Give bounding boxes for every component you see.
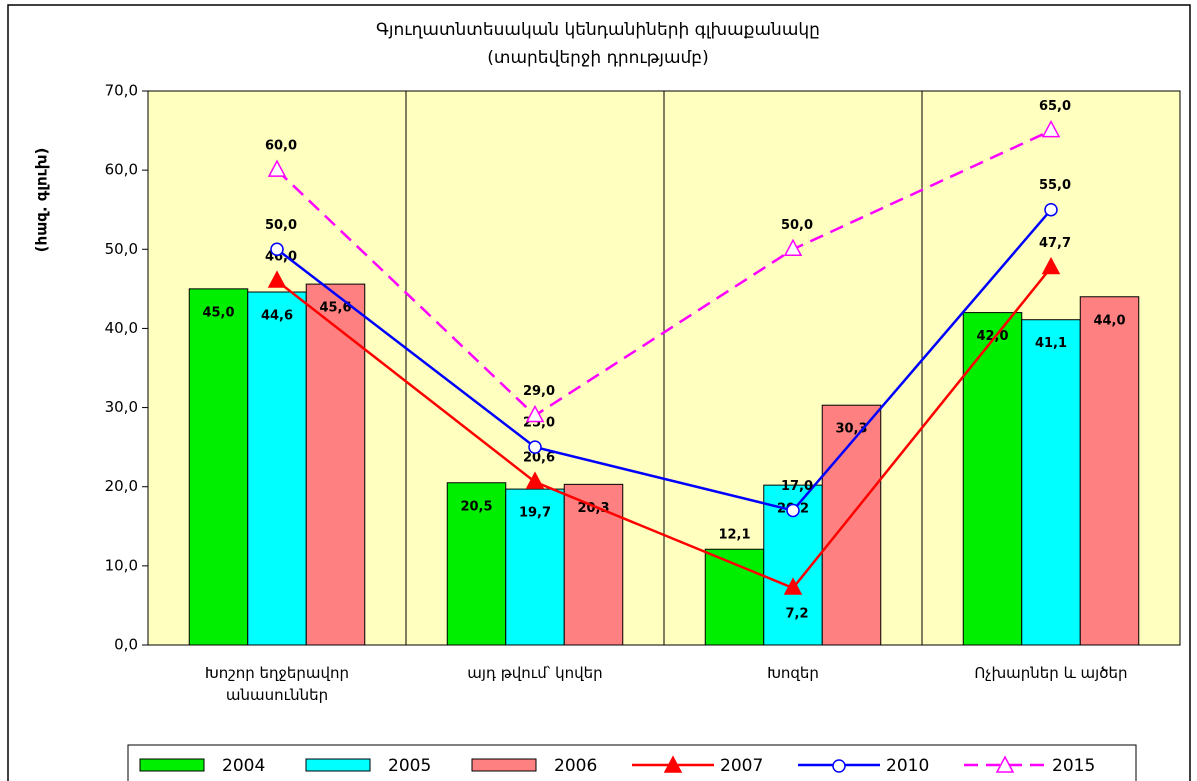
y-tick-label: 40,0 bbox=[105, 319, 138, 337]
line-value-label: 65,0 bbox=[1039, 99, 1071, 114]
legend-label: 2004 bbox=[222, 756, 265, 776]
chart-subtitle: (տարեվերջի դրությամբ) bbox=[487, 48, 708, 68]
legend-marker bbox=[663, 755, 683, 773]
line-value-label: 50,0 bbox=[265, 218, 297, 233]
y-tick-label: 30,0 bbox=[105, 398, 138, 416]
bar bbox=[563, 483, 624, 646]
legend-marker bbox=[995, 755, 1015, 773]
line bbox=[276, 129, 1052, 418]
bar bbox=[446, 482, 507, 646]
line-marker bbox=[528, 440, 542, 454]
bar-value-label: 41,1 bbox=[1035, 336, 1067, 351]
line bbox=[276, 266, 1052, 590]
line-value-label: 47,7 bbox=[1039, 236, 1071, 251]
legend-marker bbox=[832, 759, 846, 773]
y-axis-label: (հազ. գլուխ) bbox=[33, 148, 51, 253]
bar bbox=[505, 488, 565, 646]
x-tick-label: Խոշոր եղջերավոր անասուններ bbox=[204, 664, 350, 704]
legend-swatch bbox=[471, 758, 537, 772]
x-tick-label: այդ թվում՝ կովեր bbox=[467, 664, 603, 682]
chart-title: Գյուղատնտեսական կենդանիների գլխաքանակը bbox=[376, 20, 820, 40]
line-value-label: 50,0 bbox=[781, 218, 813, 233]
legend-label: 2015 bbox=[1052, 756, 1095, 776]
y-tick-label: 10,0 bbox=[105, 556, 138, 574]
legend-label: 2005 bbox=[388, 756, 431, 776]
bar-value-label: 44,6 bbox=[261, 309, 293, 324]
bar bbox=[1021, 319, 1081, 646]
x-tick-label: Ոչխարներ և այծեր bbox=[974, 664, 1128, 682]
bar bbox=[247, 291, 307, 646]
legend-label: 2007 bbox=[720, 756, 763, 776]
y-tick-label: 20,0 bbox=[105, 477, 138, 495]
line-value-label: 29,0 bbox=[523, 384, 555, 399]
bar bbox=[821, 404, 882, 646]
legend bbox=[127, 744, 1137, 781]
bar-value-label: 20,5 bbox=[460, 499, 492, 514]
line-marker bbox=[525, 404, 545, 423]
line-value-label: 17,0 bbox=[781, 479, 813, 494]
bar-value-label: 12,1 bbox=[718, 528, 750, 543]
bar-value-label: 45,0 bbox=[202, 305, 234, 320]
line-marker bbox=[1041, 256, 1061, 275]
line-marker bbox=[783, 577, 803, 595]
legend-label: 2010 bbox=[886, 756, 929, 776]
legend-label: 2006 bbox=[554, 756, 597, 776]
bar bbox=[188, 288, 249, 646]
bar bbox=[962, 312, 1023, 646]
line-value-label: 20,6 bbox=[523, 450, 555, 465]
x-tick-label: Խոզեր bbox=[767, 664, 819, 682]
line-value-label: 7,2 bbox=[785, 607, 808, 622]
line-value-label: 60,0 bbox=[265, 139, 297, 154]
line bbox=[276, 208, 1052, 512]
bar-value-label: 20,3 bbox=[577, 501, 609, 516]
bar-value-label: 19,7 bbox=[519, 506, 551, 521]
line-marker bbox=[1041, 119, 1061, 138]
bar bbox=[305, 283, 366, 646]
legend-swatch bbox=[139, 758, 205, 772]
line-marker bbox=[270, 242, 284, 257]
y-tick-label: 0,0 bbox=[114, 636, 138, 654]
line-marker bbox=[786, 503, 800, 518]
y-tick-label: 60,0 bbox=[105, 161, 138, 179]
bar-value-label: 42,0 bbox=[976, 329, 1008, 344]
line-value-label: 55,0 bbox=[1039, 178, 1071, 193]
line-marker bbox=[267, 270, 287, 288]
line-marker bbox=[267, 159, 287, 177]
legend-swatch bbox=[305, 758, 371, 772]
bar-value-label: 45,6 bbox=[319, 301, 351, 316]
y-tick-label: 70,0 bbox=[105, 82, 138, 100]
line-marker bbox=[783, 238, 803, 257]
line-marker bbox=[1044, 202, 1058, 217]
line-marker bbox=[525, 471, 545, 489]
bar bbox=[1079, 296, 1140, 646]
y-tick-label: 50,0 bbox=[105, 240, 138, 258]
bar-value-label: 44,0 bbox=[1093, 313, 1125, 328]
